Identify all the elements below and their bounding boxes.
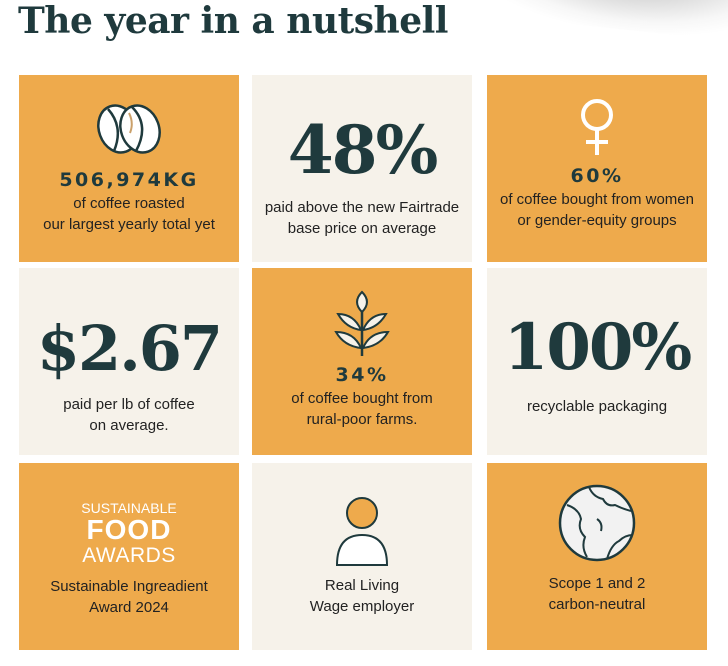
tile-text-line1: recyclable packaging — [526, 398, 668, 415]
logo-line2: FOOD — [86, 514, 172, 545]
tile-text-line2: rural-poor farms. — [306, 411, 418, 428]
tile-price-per-lb: $2.67 paid per lb of coffee on average. — [19, 268, 239, 455]
tile-fairtrade-premium: 48% paid above the new Fairtrade base pr… — [252, 75, 472, 262]
tile-text-line1: of coffee roasted — [73, 195, 185, 212]
big-stat-fairtrade: 48% — [287, 111, 439, 189]
stat-coffee-roasted: 506,974KG — [59, 169, 199, 191]
person-icon — [335, 497, 389, 566]
big-stat-price: $2.67 — [36, 312, 223, 385]
tile-carbon-neutral: Scope 1 and 2 carbon-neutral — [487, 463, 707, 650]
tile-food-award: SUSTAINABLE FOOD AWARDS Sustainable Ingr… — [19, 463, 239, 650]
tile-text-line1: Real Living — [324, 577, 400, 594]
female-symbol-icon — [581, 99, 613, 155]
logo-line3: AWARDS — [82, 544, 176, 567]
tile-women-groups: 60% of coffee bought from women or gende… — [487, 75, 707, 262]
decorative-shadow — [466, 0, 728, 47]
tile-text-line1: paid above the new Fairtrade — [264, 199, 460, 216]
tile-text-line2: carbon-neutral — [548, 596, 646, 613]
tile-text-line1: of coffee bought from — [291, 390, 433, 407]
wheat-icon — [334, 290, 390, 356]
page-title: The year in a nutshell — [18, 0, 448, 42]
tile-text-line2: Award 2024 — [89, 599, 169, 616]
coffee-beans-icon — [97, 104, 161, 154]
tile-text-line1: paid per lb of coffee — [63, 396, 195, 413]
tile-text-line1: Scope 1 and 2 — [548, 575, 646, 592]
stat-women-groups: 60% — [570, 165, 624, 187]
logo-line1: SUSTAINABLE — [81, 500, 177, 516]
tile-text-line2: Wage employer — [309, 598, 415, 615]
stat-rural-farms: 34% — [335, 364, 389, 386]
tile-text-line2: or gender-equity groups — [517, 212, 677, 229]
big-stat-recyclable: 100% — [503, 310, 692, 385]
tile-text-line1: Sustainable Ingreadient — [50, 578, 208, 595]
tile-recyclable: 100% recyclable packaging — [487, 268, 707, 455]
tile-rural-farms: 34% of coffee bought from rural-poor far… — [252, 268, 472, 455]
sustainable-food-awards-logo: SUSTAINABLE FOOD AWARDS — [81, 501, 176, 566]
tile-text-line1: of coffee bought from women — [499, 191, 694, 208]
tile-coffee-roasted: 506,974KG of coffee roasted our largest … — [19, 75, 239, 262]
tile-text-line2: our largest yearly total yet — [43, 216, 215, 233]
tile-living-wage: Real Living Wage employer — [252, 463, 472, 650]
globe-icon — [558, 484, 636, 562]
tile-text-line2: base price on average — [287, 220, 437, 237]
tile-text-line2: on average. — [89, 417, 169, 434]
